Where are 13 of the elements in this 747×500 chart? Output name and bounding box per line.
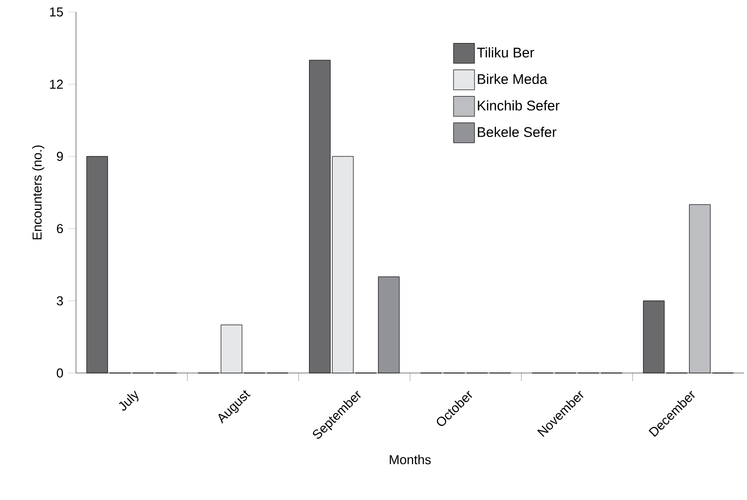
legend-label: Tiliku Ber [477,47,534,58]
y-tick-label: 3 [56,296,63,306]
y-tick-label: 9 [56,152,63,161]
y-tick-label: 6 [56,224,63,234]
y-axis-title: Encounters (no.) [32,145,44,240]
x-axis-title: Months [390,454,431,464]
y-tick-label: 0 [56,368,63,378]
x-tick-label: July [118,390,138,411]
legend-label: Bekele Sefer [478,126,556,138]
y-tick-label: 15 [50,7,63,17]
legend-label: Birke Meda [478,74,548,84]
y-tick-label: 12 [50,80,63,89]
legend-label: Kinchib Sefer [478,100,560,111]
